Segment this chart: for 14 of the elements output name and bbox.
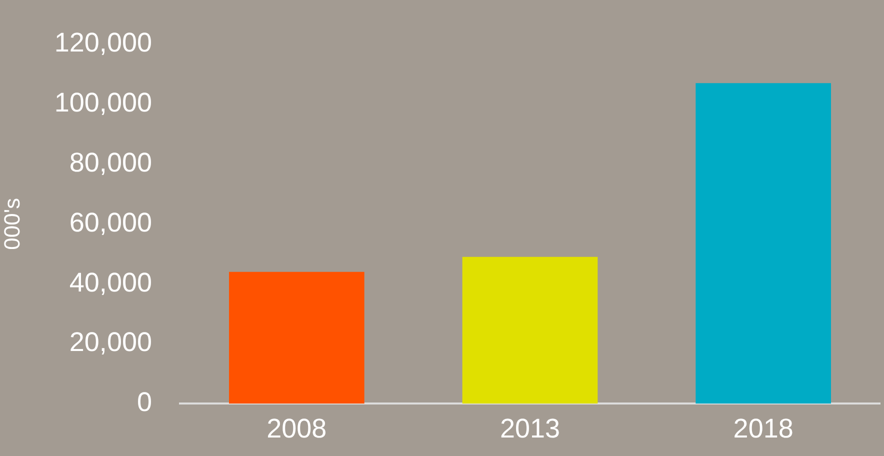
bar <box>229 272 364 404</box>
bar <box>696 83 831 404</box>
x-tick-label: 2013 <box>500 413 560 444</box>
y-axis-title: 000's <box>0 198 24 250</box>
x-tick-label: 2008 <box>266 413 327 444</box>
y-tick-label: 120,000 <box>54 28 152 58</box>
y-tick-label: 60,000 <box>69 207 152 238</box>
y-tick-label: 100,000 <box>54 88 152 118</box>
y-tick-label: 80,000 <box>69 147 152 178</box>
y-tick-label: 20,000 <box>69 327 152 358</box>
bar <box>462 256 598 404</box>
y-tick-label: 40,000 <box>69 267 152 298</box>
y-tick-label: 0 <box>136 387 152 418</box>
x-tick-label: 2018 <box>733 413 794 444</box>
